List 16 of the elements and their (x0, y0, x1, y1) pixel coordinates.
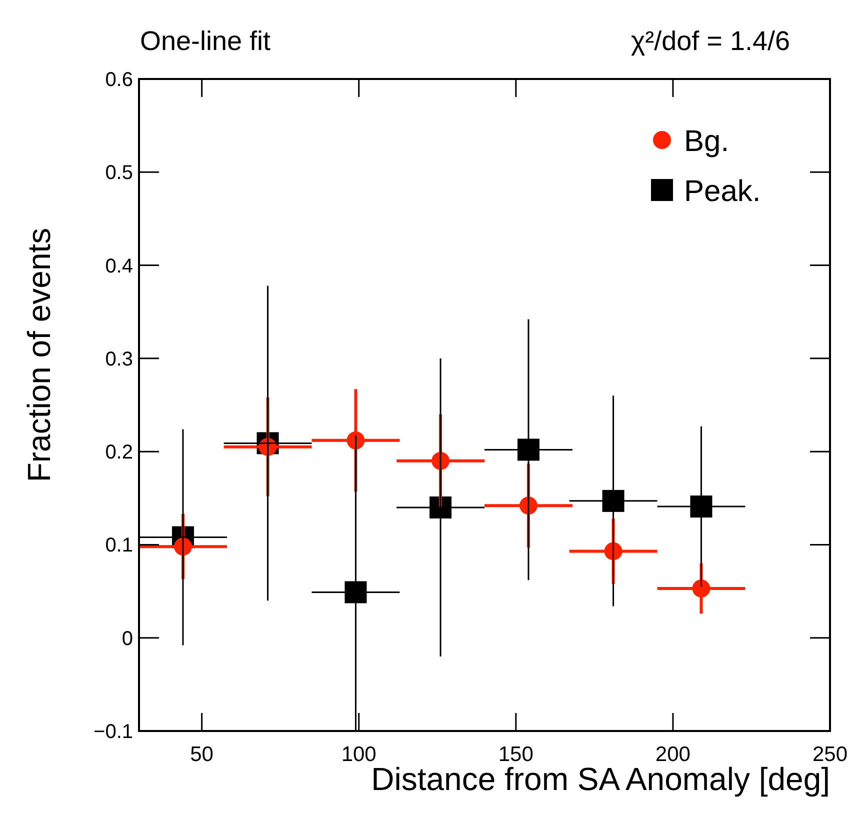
y-tick-label: 0 (122, 628, 133, 650)
y-tick-label: 0.3 (105, 348, 133, 370)
y-tick-label: 0.2 (105, 442, 133, 464)
legend-label: Bg. (684, 125, 730, 158)
x-tick-label: 50 (190, 743, 214, 766)
y-axis-title: Fraction of events (21, 228, 57, 482)
legend-label: Peak. (684, 175, 761, 208)
y-tick-label: 0.6 (105, 69, 133, 91)
chart-subtitle: χ²/dof = 1.4/6 (630, 26, 790, 56)
point (692, 579, 710, 598)
y-tick-label: 0.5 (105, 162, 133, 184)
y-tick-label: 0.1 (105, 534, 133, 557)
y-tick-label: −0.1 (94, 721, 133, 743)
point (346, 431, 365, 450)
y-tick-label: 0.4 (105, 255, 133, 278)
chart-title: One-line fit (140, 26, 272, 56)
